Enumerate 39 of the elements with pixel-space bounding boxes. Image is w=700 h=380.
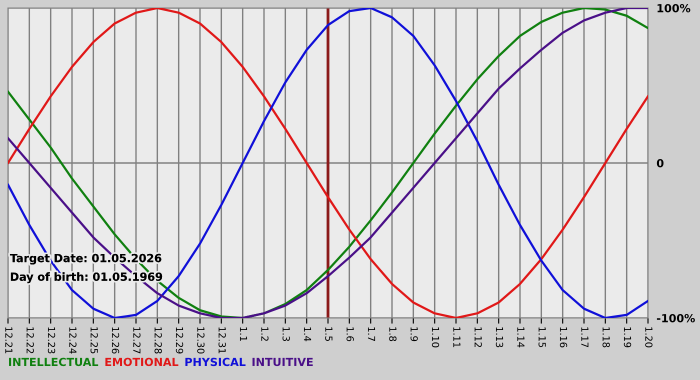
- y-tick-label: 0: [656, 158, 664, 168]
- x-tick-label: 12.29: [176, 327, 184, 354]
- x-tick-label: 12.30: [197, 327, 205, 354]
- y-tick-label: 100%: [658, 4, 690, 12]
- x-tick-label: 1.9: [410, 327, 418, 342]
- x-tick-label: 1.15: [538, 327, 546, 348]
- text: EMOTIONAL: [105, 358, 178, 366]
- x-tick-label: 12.22: [26, 327, 34, 354]
- x-tick-label: 1.16: [560, 327, 568, 348]
- y-tick-label: -100%: [656, 314, 695, 322]
- x-tick-label: 1.17: [581, 327, 588, 348]
- x-tick-label: 1.20: [645, 327, 653, 348]
- x-tick-label: 1.19: [624, 327, 632, 348]
- x-tick-label: 1.7: [368, 327, 376, 341]
- x-tick-label: 1.14: [517, 327, 524, 348]
- x-tick-label: 1.6: [346, 327, 354, 342]
- x-tick-label: 12.21: [5, 327, 13, 354]
- text: INTELLECTUAL: [9, 358, 98, 366]
- text: INTUITIVE: [252, 358, 313, 366]
- x-tick-label: 1.5: [325, 327, 332, 341]
- x-tick-label: 1.8: [389, 327, 397, 342]
- x-tick-label: 12.23: [48, 327, 56, 354]
- x-tick-label: 12.25: [90, 327, 98, 354]
- text: PHYSICAL: [185, 358, 246, 366]
- x-tick-label: 1.3: [282, 327, 290, 342]
- x-tick-label: 12.24: [69, 327, 77, 354]
- line-series: [8, 8, 648, 318]
- x-tick-label: 1.11: [453, 327, 460, 348]
- x-tick-label: 12.26: [112, 327, 120, 354]
- x-tick-label: 1.13: [496, 327, 504, 348]
- x-tick-label: 1.2: [261, 327, 269, 341]
- x-tick-label: 1.4: [304, 327, 312, 342]
- x-tick-label: 12.28: [154, 327, 162, 354]
- x-tick-label: 1.1: [240, 327, 248, 341]
- x-tick-label: 1.18: [602, 327, 610, 348]
- x-tick-label: 1.12: [474, 327, 482, 348]
- x-tick-label: 12.27: [133, 327, 141, 354]
- x-tick-label: 12.31: [218, 327, 226, 354]
- x-tick-label: 1.10: [432, 327, 440, 348]
